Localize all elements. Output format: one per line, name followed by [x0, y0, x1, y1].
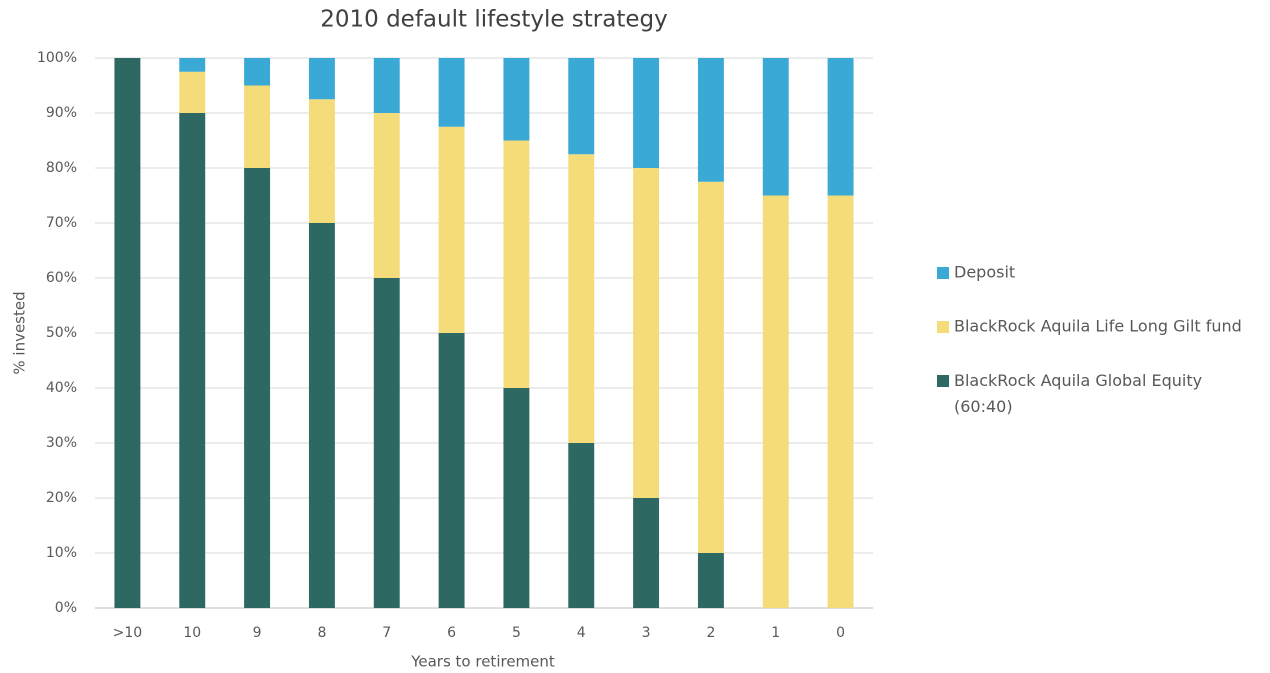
x-tick-label: >10 — [113, 625, 143, 641]
legend-label: BlackRock Aquila Life Long Gilt fund — [954, 317, 1242, 336]
bar-segment — [633, 498, 660, 608]
x-tick-label: 6 — [447, 625, 456, 641]
bar-segment — [503, 58, 530, 141]
bar-segment — [179, 58, 206, 72]
bar-segment — [308, 223, 335, 608]
bar-segment — [568, 58, 595, 155]
x-tick-label: 9 — [253, 625, 262, 641]
chart-title: 2010 default lifestyle strategy — [320, 7, 668, 33]
bar-segment — [244, 85, 271, 168]
bar-segment — [179, 113, 206, 608]
x-tick-label: 7 — [382, 625, 391, 641]
y-tick-label: 0% — [55, 600, 77, 616]
bar-segment — [762, 58, 789, 196]
bar-segment — [697, 181, 724, 553]
bar-segment — [438, 333, 465, 608]
bar-segment — [308, 58, 335, 100]
x-tick-label: 2 — [706, 625, 715, 641]
x-tick-label: 3 — [642, 625, 651, 641]
x-tick-label: 10 — [183, 625, 201, 641]
y-tick-label: 100% — [37, 50, 77, 66]
bar-segment — [438, 58, 465, 127]
legend-label-line: (60:40) — [954, 397, 1013, 416]
y-tick-label: 60% — [46, 270, 77, 286]
bar-segment — [697, 58, 724, 182]
bar-segment — [633, 58, 660, 168]
y-tick-label: 40% — [46, 380, 77, 396]
x-tick-label: 0 — [836, 625, 845, 641]
legend-swatch — [937, 375, 949, 387]
y-tick-label: 20% — [46, 490, 77, 506]
bar-segment — [179, 71, 206, 113]
x-tick-label: 4 — [577, 625, 586, 641]
y-tick-label: 90% — [46, 105, 77, 121]
legend-label-line: BlackRock Aquila Global Equity — [954, 371, 1202, 390]
bar-segment — [633, 168, 660, 498]
y-tick-label: 80% — [46, 160, 77, 176]
bar-segment — [568, 443, 595, 608]
bar-segment — [762, 195, 789, 608]
bar-segment — [373, 278, 400, 608]
bar-segment — [373, 113, 400, 278]
bar-segment — [568, 154, 595, 443]
bar-segment — [503, 388, 530, 608]
bar-segment — [697, 553, 724, 608]
y-axis-title: % invested — [11, 291, 29, 374]
bar-segment — [373, 58, 400, 113]
x-tick-label: 8 — [317, 625, 326, 641]
bar-segment — [827, 195, 854, 608]
x-axis-title: Years to retirement — [410, 653, 555, 671]
y-tick-label: 30% — [46, 435, 77, 451]
y-tick-label: 10% — [46, 545, 77, 561]
bar-segment — [827, 58, 854, 196]
bar-segment — [308, 99, 335, 223]
bar-segment — [438, 126, 465, 333]
bar-segment — [244, 58, 271, 86]
bar-segment — [503, 140, 530, 388]
bar-segment — [114, 58, 141, 608]
legend-swatch — [937, 321, 949, 333]
y-tick-label: 70% — [46, 215, 77, 231]
x-tick-label: 5 — [512, 625, 521, 641]
legend-swatch — [937, 267, 949, 279]
x-tick-label: 1 — [771, 625, 780, 641]
bar-segment — [244, 168, 271, 608]
legend-label: Deposit — [954, 263, 1015, 282]
y-tick-label: 50% — [46, 325, 77, 341]
legend-label: BlackRock Aquila Global Equity (60:40) — [954, 371, 1202, 416]
